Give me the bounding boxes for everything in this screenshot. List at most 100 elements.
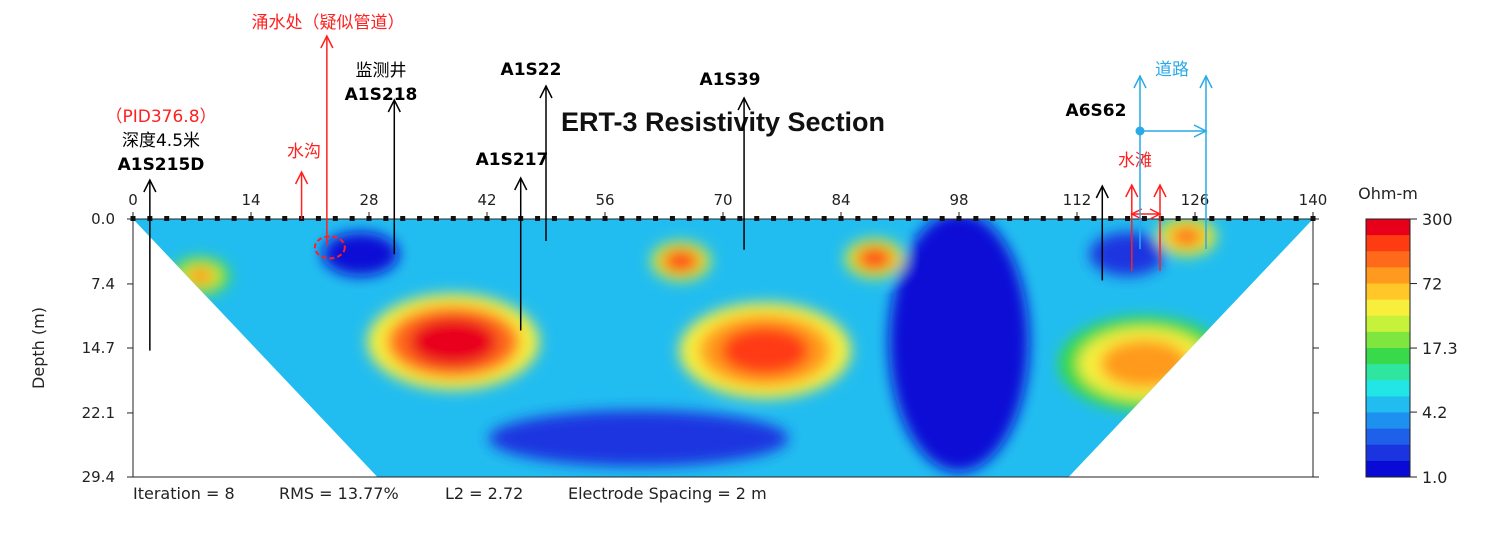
electrode: [787, 216, 793, 221]
electrode: [771, 216, 777, 221]
high-resistivity-anomaly: [721, 326, 810, 375]
footer-text: Electrode Spacing = 2 m: [568, 484, 767, 503]
electrode: [181, 216, 187, 221]
electrode: [467, 216, 473, 221]
electrode: [585, 216, 591, 221]
x-tick-label: 28: [359, 191, 378, 209]
x-tick-label: 98: [949, 191, 968, 209]
electrode: [636, 216, 642, 221]
electrode: [130, 216, 136, 221]
arrow-water-ditch: [294, 170, 309, 219]
section-body: [133, 219, 1313, 477]
annotation-label: 道路: [1155, 60, 1189, 80]
high-resistivity-anomaly: [186, 267, 215, 286]
electrode: [804, 216, 810, 221]
electrode: [1108, 216, 1114, 221]
electrode: [720, 216, 726, 221]
resistivity-section: [133, 219, 1313, 477]
electrode: [669, 216, 675, 221]
electrode: [400, 216, 406, 221]
electrode: [1293, 216, 1299, 221]
electrode: [1276, 216, 1282, 221]
arrow-head: [1125, 183, 1139, 198]
arrow-A1S215D: [143, 178, 157, 351]
colorbar-swatch: [1366, 444, 1410, 462]
electrode: [568, 216, 574, 221]
electrode: [990, 216, 996, 221]
electrode: [231, 216, 237, 221]
electrode: [737, 216, 743, 221]
y-tick-label: 14.7: [82, 339, 115, 357]
electrode: [214, 216, 220, 221]
electrode: [1259, 216, 1265, 221]
annotation-label: 涌水处（疑似管道）: [252, 13, 405, 33]
colorbar-swatch: [1366, 348, 1410, 365]
high-resistivity-anomaly: [666, 252, 695, 271]
x-tick-label: 140: [1299, 191, 1328, 209]
electrode: [1074, 216, 1080, 221]
annotation-label: A1S217: [476, 150, 549, 170]
electrode: [535, 216, 541, 221]
colorbar-swatch: [1366, 364, 1410, 381]
electrode: [315, 216, 321, 221]
electrode: [551, 216, 557, 221]
colorbar-swatch: [1366, 412, 1410, 430]
colorbar-swatch: [1366, 251, 1410, 268]
arrow-road-left: [1133, 74, 1147, 249]
y-tick-label: 22.1: [82, 404, 115, 422]
electrode: [619, 216, 625, 221]
x-tick-label: 14: [241, 191, 260, 209]
y-tick-label: 7.4: [91, 275, 115, 293]
electrode: [248, 216, 254, 221]
electrode: [433, 216, 439, 221]
y-axis-label: Depth (m): [29, 307, 48, 389]
annotation-label: 深度4.5米: [122, 131, 200, 151]
electrode: [417, 216, 423, 221]
colorbar-tick-label: 72: [1422, 275, 1442, 294]
electrode: [366, 216, 372, 221]
colorbar-swatch: [1366, 235, 1410, 252]
electrode: [1125, 216, 1131, 221]
chart-title: ERT-3 Resistivity Section: [561, 107, 885, 137]
colorbar-swatch: [1366, 460, 1410, 478]
arrow-gushing-water: [320, 34, 334, 246]
electrode: [703, 216, 709, 221]
electrode: [1141, 216, 1147, 221]
high-resistivity-anomaly: [860, 249, 889, 268]
colorbar-swatch: [1366, 267, 1410, 284]
y-tick-label: 29.4: [82, 468, 115, 486]
arrow-head: [539, 84, 553, 99]
annotations: （PID376.8） 深度4.5米 A1S215D 水沟 涌水处（疑似管道） 监测井 A1S…: [105, 13, 1213, 351]
low-resistivity-zone: [488, 410, 789, 467]
arrow-head: [1153, 183, 1167, 198]
footer-text: L2 = 2.72: [445, 484, 523, 503]
colorbar-swatch: [1366, 219, 1410, 236]
electrode: [1175, 216, 1181, 221]
low-resistivity-zone: [889, 219, 1029, 472]
high-resistivity-anomaly: [1100, 339, 1189, 388]
arrow-A1S39: [737, 96, 751, 250]
x-tick-label: 0: [128, 191, 138, 209]
high-resistivity-anomaly: [409, 317, 498, 366]
arrow-A1S22: [539, 84, 553, 241]
footer-text: Iteration = 8: [133, 484, 235, 503]
colorbar-swatch: [1366, 428, 1410, 446]
electrode: [939, 216, 945, 221]
footer: Iteration = 8 RMS = 13.77% L2 = 2.72 Electr…: [133, 484, 767, 503]
electrode: [602, 216, 608, 221]
arrow-head: [514, 176, 528, 191]
arrow-head: [1199, 74, 1213, 89]
electrode: [1209, 216, 1215, 221]
electrode: [1243, 216, 1249, 221]
electrode: [349, 216, 355, 221]
road-span: [1135, 124, 1208, 138]
annotation-label: A1S22: [501, 60, 562, 80]
electrode: [922, 216, 928, 221]
electrode: [686, 216, 692, 221]
electrode: [754, 216, 760, 221]
electrode: [821, 216, 827, 221]
electrode: [1040, 216, 1046, 221]
electrode: [484, 216, 490, 221]
